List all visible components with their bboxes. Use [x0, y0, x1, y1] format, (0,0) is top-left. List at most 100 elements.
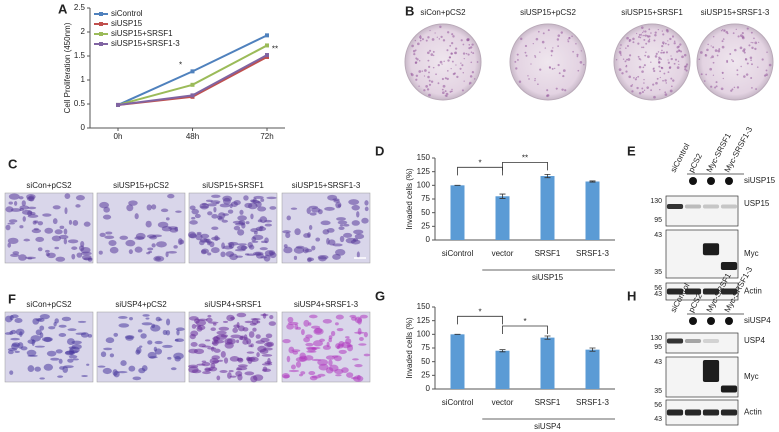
cell	[227, 372, 232, 379]
colony	[654, 33, 657, 37]
colony	[538, 30, 540, 33]
dish-label: siUSP15+SRSF1	[621, 8, 683, 17]
cell	[285, 232, 291, 239]
colony	[641, 35, 643, 37]
colony	[525, 54, 528, 57]
y-tick-label: 50	[421, 208, 430, 217]
cell	[128, 249, 133, 255]
band	[720, 385, 738, 393]
cell	[303, 319, 310, 327]
cell	[125, 239, 136, 247]
cell	[189, 233, 197, 239]
colony	[733, 86, 736, 89]
colony	[621, 72, 624, 75]
cell	[213, 206, 217, 213]
colony	[449, 44, 452, 47]
colony	[640, 59, 642, 61]
colony	[542, 32, 545, 35]
colony	[421, 70, 424, 72]
dish	[509, 23, 587, 101]
dish-label: siUSP15+pCS2	[520, 8, 576, 17]
band	[702, 204, 720, 209]
cell	[68, 346, 76, 349]
colony	[646, 86, 649, 89]
cell	[27, 206, 37, 210]
point	[190, 82, 195, 87]
colony	[721, 40, 724, 43]
cell	[303, 233, 311, 238]
cell	[10, 208, 22, 212]
mw-marker: 56	[654, 402, 662, 409]
colony	[766, 51, 768, 54]
colony	[720, 29, 723, 32]
colony	[546, 89, 549, 92]
treatment-dot	[689, 317, 697, 325]
colony	[427, 51, 430, 55]
x-tick-label: SRSF1-3	[576, 398, 609, 407]
colony	[673, 62, 676, 65]
cell	[207, 314, 212, 318]
band	[684, 409, 702, 416]
cell	[9, 331, 13, 335]
cell	[63, 365, 74, 369]
cell	[151, 204, 157, 210]
cell	[322, 345, 331, 350]
cell	[260, 198, 265, 202]
colony	[562, 74, 565, 78]
colony	[637, 42, 640, 45]
colony	[450, 52, 453, 55]
cell	[210, 247, 220, 254]
cell	[229, 253, 238, 261]
bar	[585, 349, 600, 389]
colony	[736, 69, 739, 72]
colony	[430, 80, 434, 83]
colony	[732, 60, 735, 63]
cell	[337, 343, 344, 349]
band	[702, 339, 720, 343]
dish-label: siUSP15+SRSF1-3	[701, 8, 770, 17]
colony	[547, 29, 550, 32]
error-bar	[499, 349, 506, 353]
cell	[247, 242, 253, 248]
cell	[209, 358, 219, 365]
colony	[643, 79, 645, 81]
cell	[162, 329, 168, 335]
blot-name: Myc	[744, 372, 759, 381]
cell	[328, 359, 333, 366]
cell	[264, 219, 273, 223]
colony	[641, 90, 644, 94]
y-tick-label: 1.5	[74, 51, 86, 60]
cell	[250, 343, 254, 348]
colony	[571, 35, 573, 38]
colony	[413, 52, 416, 56]
cell	[155, 316, 161, 322]
cell	[37, 221, 44, 226]
cell	[148, 356, 158, 359]
colony	[568, 36, 571, 39]
colony	[470, 51, 473, 53]
colony	[439, 60, 443, 64]
colony	[730, 89, 733, 92]
colony	[410, 72, 413, 75]
cell	[293, 246, 305, 254]
colony	[418, 59, 421, 62]
colony	[658, 65, 661, 68]
cell	[287, 316, 294, 323]
cell	[202, 371, 211, 375]
colony	[647, 55, 650, 59]
cell	[7, 347, 18, 352]
cell	[359, 336, 364, 342]
cell	[226, 314, 235, 322]
colony	[676, 66, 680, 69]
colony	[619, 47, 621, 50]
band	[702, 409, 720, 416]
cell	[201, 248, 209, 254]
error-bar	[589, 347, 596, 352]
colony	[643, 38, 646, 41]
colony	[469, 81, 472, 85]
cell	[306, 207, 311, 214]
colony	[659, 70, 662, 73]
mw-marker: 43	[654, 291, 662, 298]
colony	[722, 77, 724, 80]
colony	[442, 84, 446, 88]
